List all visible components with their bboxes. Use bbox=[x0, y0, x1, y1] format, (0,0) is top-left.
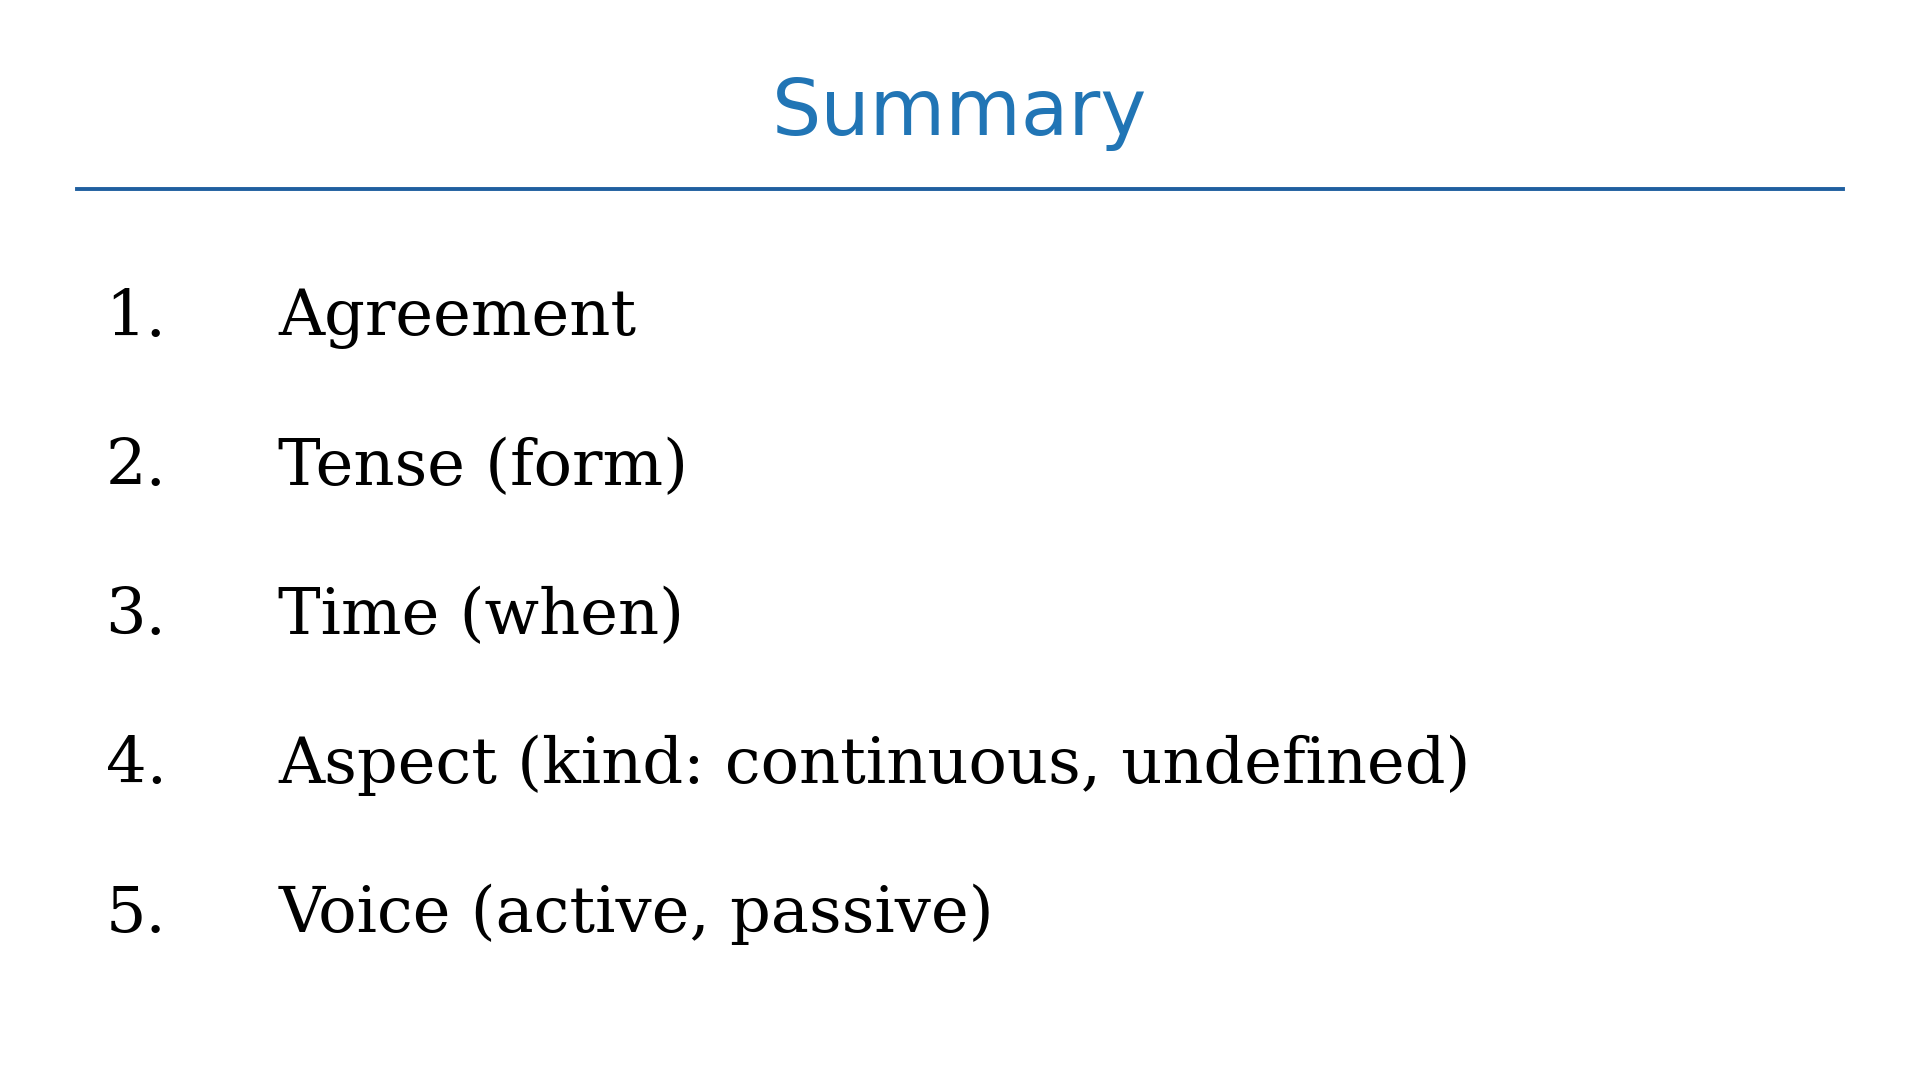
Text: 5.: 5. bbox=[106, 885, 167, 945]
Text: Voice (active, passive): Voice (active, passive) bbox=[278, 885, 995, 945]
Text: Tense (form): Tense (form) bbox=[278, 437, 689, 498]
Text: Time (when): Time (when) bbox=[278, 586, 684, 647]
Text: 1.: 1. bbox=[106, 288, 167, 349]
Text: Summary: Summary bbox=[772, 76, 1148, 151]
Text: 4.: 4. bbox=[106, 735, 167, 796]
Text: 2.: 2. bbox=[106, 437, 167, 498]
Text: 3.: 3. bbox=[106, 586, 167, 647]
Text: Aspect (kind: continuous, undefined): Aspect (kind: continuous, undefined) bbox=[278, 735, 1471, 796]
Text: Agreement: Agreement bbox=[278, 288, 637, 349]
